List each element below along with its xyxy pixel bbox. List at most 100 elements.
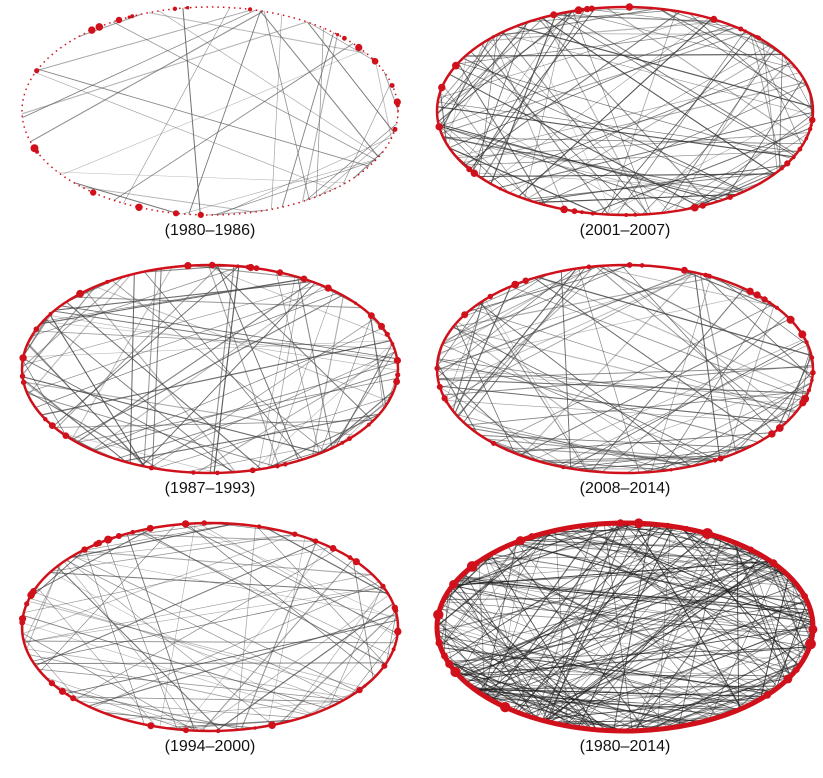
network-edge bbox=[35, 541, 320, 667]
network-edge bbox=[473, 688, 758, 702]
network-edge bbox=[616, 30, 746, 216]
network-edge bbox=[708, 567, 780, 721]
network-edge bbox=[275, 271, 320, 454]
panel-caption: (2008–2014) bbox=[579, 480, 671, 497]
network-edge bbox=[549, 568, 782, 723]
network-node bbox=[561, 465, 566, 470]
network-edge bbox=[543, 455, 730, 464]
network-edge bbox=[680, 269, 779, 310]
network-edge bbox=[54, 281, 313, 311]
network-node bbox=[58, 687, 66, 695]
network-edge bbox=[512, 432, 774, 453]
circular-network-graph bbox=[434, 262, 816, 475]
network-node bbox=[560, 205, 568, 214]
network-edge bbox=[554, 621, 813, 724]
network-edge bbox=[203, 264, 390, 338]
network-edge bbox=[726, 305, 775, 457]
network-node bbox=[763, 691, 771, 699]
network-edge bbox=[267, 537, 306, 727]
network-edge bbox=[560, 271, 572, 469]
network-edge bbox=[557, 344, 809, 467]
network-edge bbox=[509, 44, 771, 194]
panel-caption: (1987–1993) bbox=[164, 480, 256, 497]
network-edge bbox=[449, 663, 790, 678]
network-edge bbox=[473, 685, 780, 690]
network-node bbox=[809, 116, 816, 124]
network-edge bbox=[181, 545, 328, 730]
network-node bbox=[551, 528, 556, 534]
network-edge bbox=[579, 525, 814, 630]
network-edge bbox=[478, 609, 811, 693]
network-node bbox=[690, 203, 699, 212]
network-edge bbox=[437, 10, 574, 123]
network-edge bbox=[105, 540, 178, 730]
network-edge bbox=[216, 264, 300, 461]
network-edge bbox=[512, 522, 616, 711]
network-node bbox=[680, 266, 688, 274]
network-node bbox=[444, 399, 449, 404]
network-edge bbox=[457, 321, 680, 469]
network-edge bbox=[536, 276, 812, 357]
network-edge bbox=[439, 585, 454, 647]
network-edge bbox=[437, 633, 534, 719]
network-node bbox=[784, 160, 791, 167]
network-edge bbox=[22, 622, 313, 715]
network-edge bbox=[27, 274, 131, 396]
network-node bbox=[625, 3, 634, 11]
network-edge bbox=[70, 696, 342, 702]
network-edge bbox=[460, 575, 812, 615]
network-node bbox=[466, 166, 473, 173]
network-edge bbox=[436, 367, 805, 401]
network-edge bbox=[33, 591, 339, 704]
panel-caption: (1980–1986) bbox=[164, 222, 256, 239]
network-edge bbox=[538, 696, 764, 720]
network-edge bbox=[442, 601, 813, 633]
network-edge bbox=[449, 26, 736, 149]
network-node bbox=[486, 696, 492, 702]
network-node bbox=[717, 455, 724, 462]
network-edge bbox=[669, 443, 756, 471]
network-edge bbox=[37, 68, 370, 167]
network-node bbox=[809, 123, 813, 127]
network-node bbox=[329, 545, 337, 552]
network-edge bbox=[456, 266, 595, 417]
network-edge bbox=[478, 561, 486, 697]
network-edge bbox=[138, 351, 396, 466]
network-edge bbox=[487, 62, 792, 183]
network-edge bbox=[53, 310, 398, 364]
network-edge bbox=[659, 382, 812, 472]
node-group bbox=[19, 520, 402, 734]
network-edge bbox=[542, 522, 621, 721]
network-node bbox=[70, 695, 77, 702]
network-node bbox=[216, 728, 221, 734]
network-edge bbox=[533, 277, 765, 440]
network-edge bbox=[481, 693, 742, 710]
network-edge bbox=[39, 524, 176, 672]
network-edge bbox=[35, 72, 334, 190]
network-edge bbox=[572, 11, 652, 215]
network-edge bbox=[605, 7, 805, 143]
network-edge bbox=[89, 706, 212, 732]
network-edge bbox=[471, 308, 796, 414]
network-edge bbox=[613, 523, 652, 731]
node-group bbox=[434, 262, 816, 472]
network-edge bbox=[92, 285, 324, 451]
network-edge bbox=[74, 296, 362, 309]
network-edge bbox=[606, 592, 803, 731]
network-node bbox=[590, 211, 595, 216]
network-edge bbox=[309, 22, 375, 62]
network-edge bbox=[150, 318, 375, 468]
network-edge bbox=[454, 286, 512, 414]
network-node bbox=[786, 315, 795, 324]
network-edge bbox=[450, 560, 771, 667]
network-panel-1980-1986: (1980–1986) bbox=[10, 0, 410, 258]
network-edge bbox=[318, 400, 390, 455]
network-edge bbox=[471, 22, 528, 172]
network-edge bbox=[614, 522, 796, 583]
network-edge bbox=[651, 634, 813, 731]
network-edge bbox=[85, 290, 236, 473]
network-node bbox=[276, 269, 284, 276]
network-edge bbox=[620, 264, 775, 433]
network-edge bbox=[48, 315, 399, 371]
network-edge bbox=[587, 8, 736, 28]
